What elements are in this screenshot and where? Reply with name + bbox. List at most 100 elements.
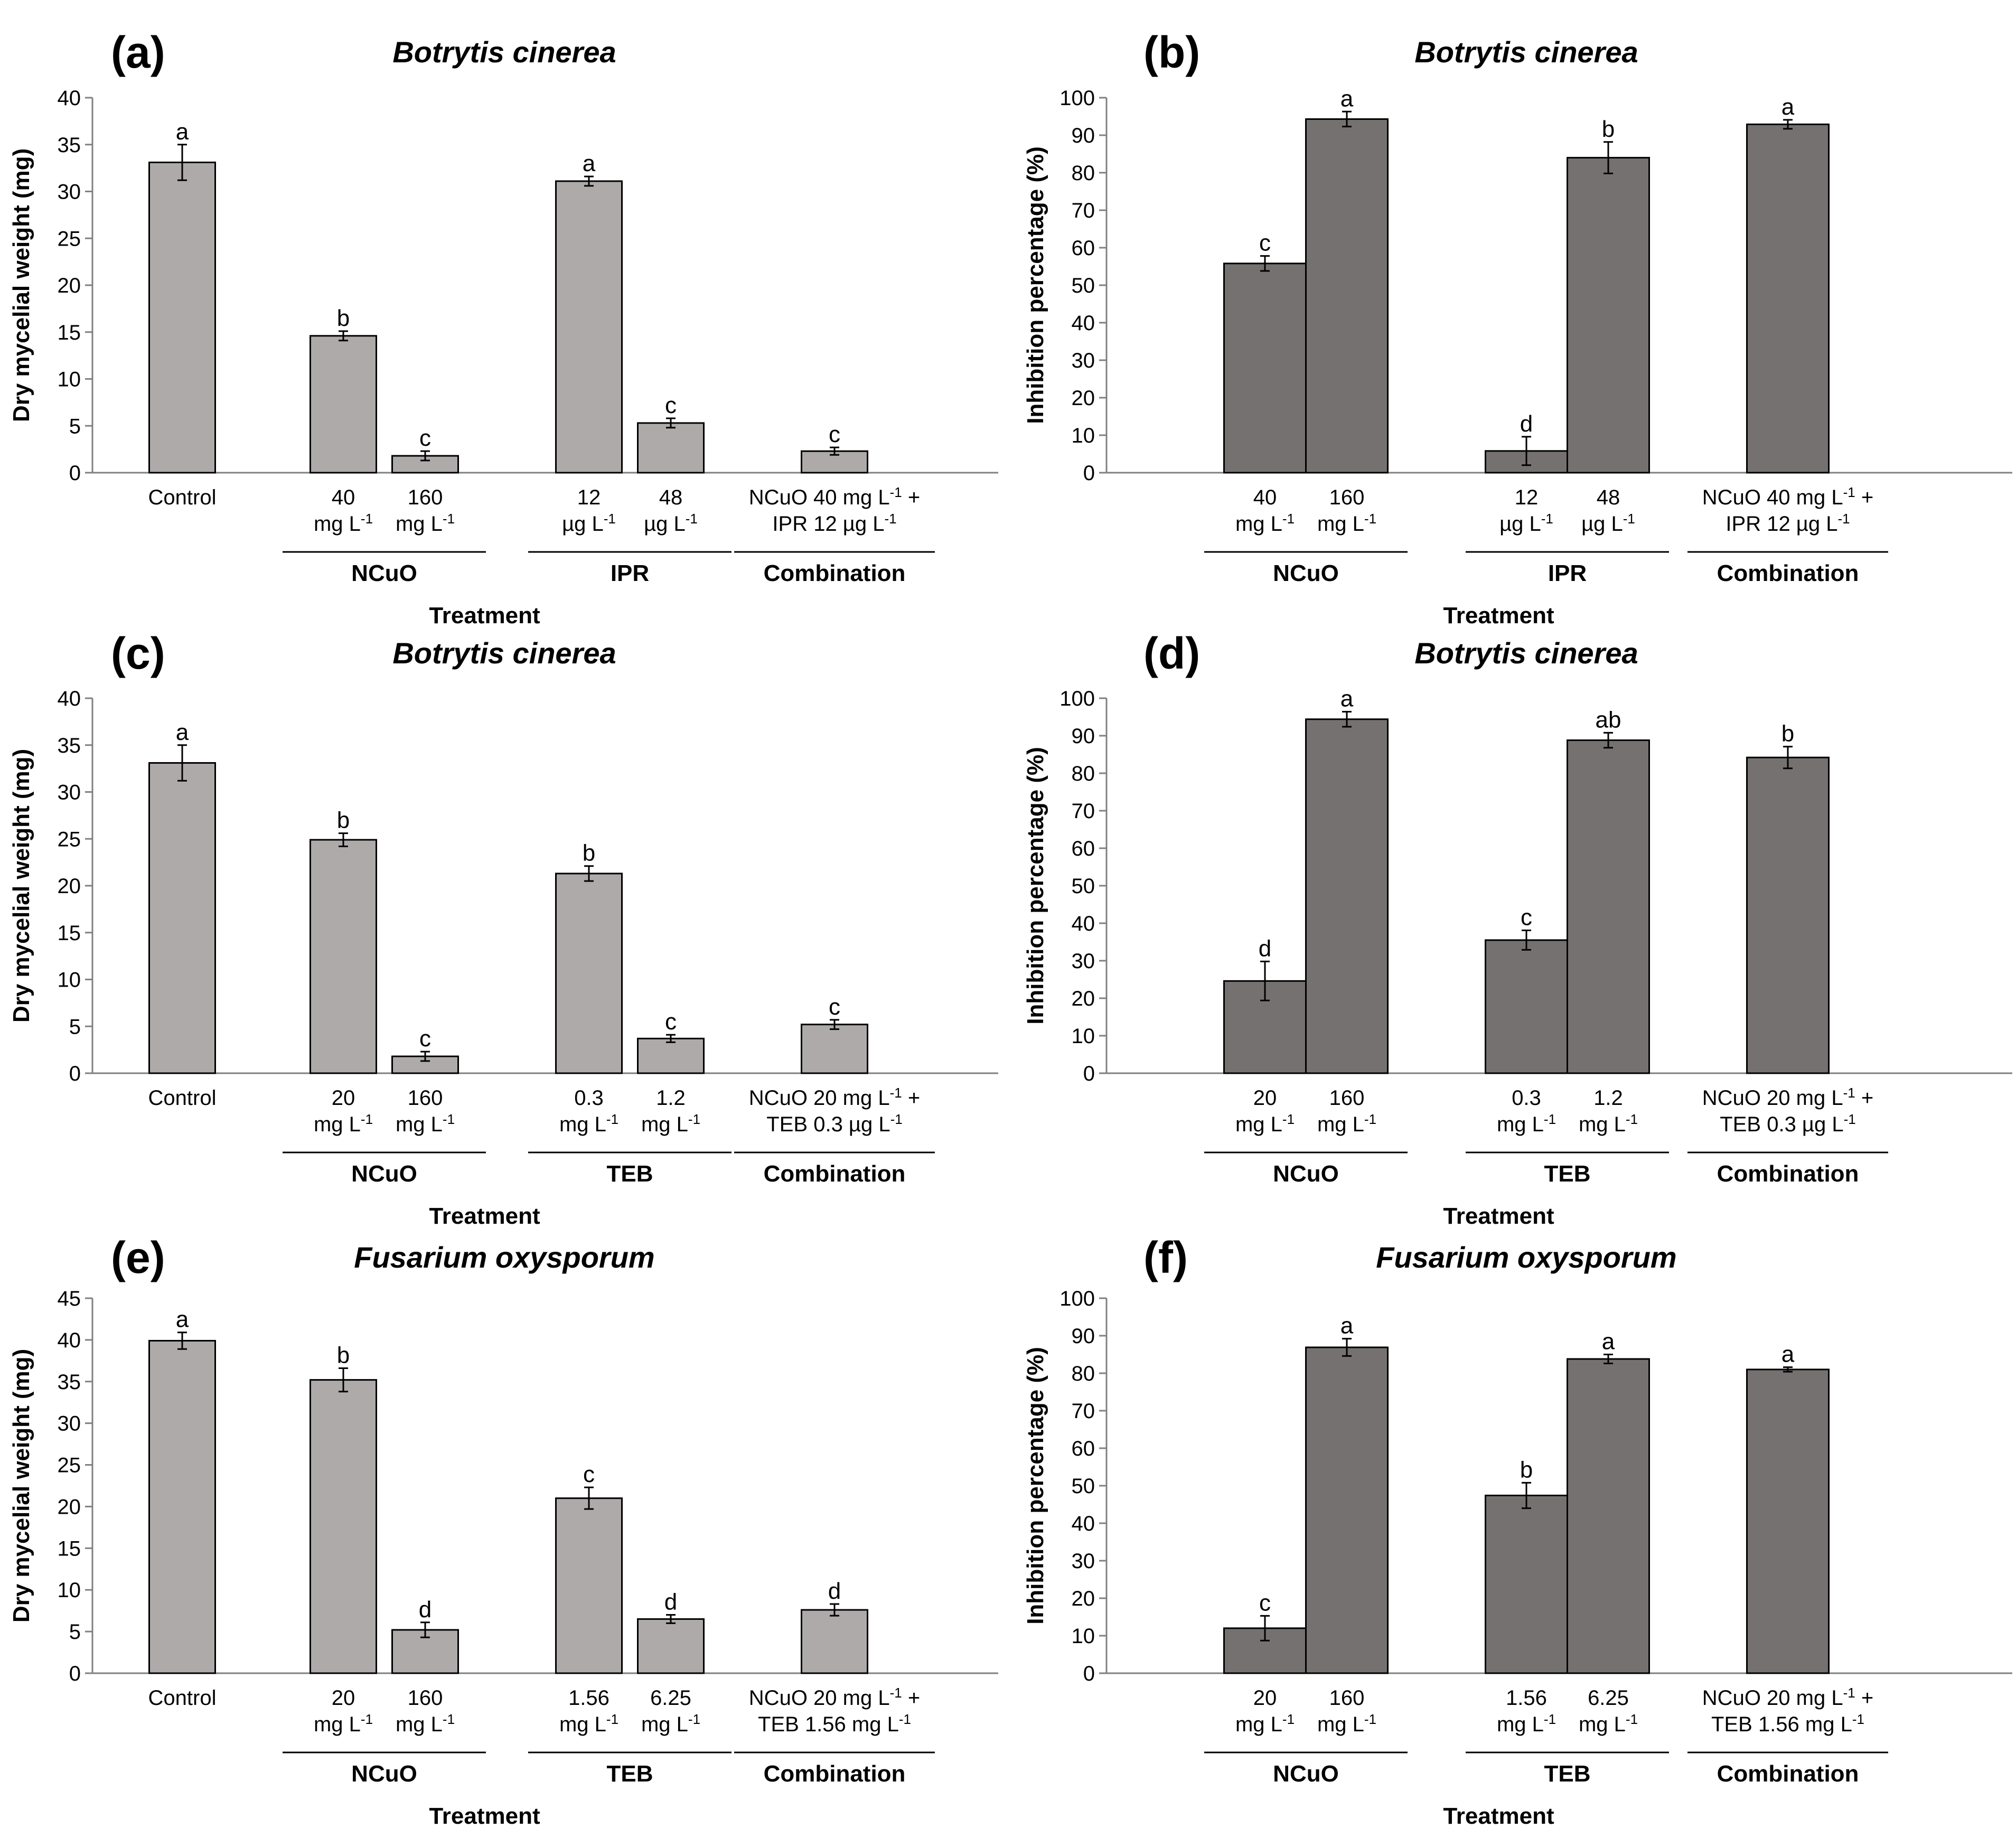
superscript: -1 [899, 1711, 911, 1727]
y-axis-title: Inhibition percentage (%) [1023, 1347, 1048, 1625]
category-label-text: mg L [396, 1113, 443, 1136]
category-label: Control [148, 1686, 217, 1710]
category-label: 40 [1253, 486, 1277, 509]
superscript: -1 [1364, 1711, 1376, 1727]
category-label: µg L-1 [1499, 511, 1553, 536]
significance-letter: a [1340, 1313, 1354, 1339]
bar [555, 1497, 623, 1674]
bar [1485, 939, 1568, 1074]
superscript: -1 [688, 1711, 700, 1727]
category-label-text: IPR 12 µg L [772, 512, 884, 536]
y-tick-label: 30 [58, 1412, 81, 1436]
y-tick-label: 25 [58, 828, 81, 851]
category-label-text: NCuO 20 mg L [1702, 1086, 1843, 1110]
superscript: -1 [606, 1111, 618, 1127]
category-label-text: 12 [577, 486, 601, 509]
group-label: NCuO [351, 560, 417, 586]
chart-panel-b: (b) Botrytis cinerea 0 10 20 30 40 50 60 70 80 90 10… [1023, 27, 2012, 629]
category-label: NCuO 40 mg L-1 + [1702, 484, 1873, 509]
category-label-text: mg L [1497, 1713, 1544, 1736]
category-label: NCuO 20 mg L-1 + [749, 1085, 920, 1110]
category-label: 160 [408, 1086, 443, 1110]
category-label: 160 [1329, 1086, 1365, 1110]
group-label: IPR [1548, 560, 1587, 586]
y-tick-label: 20 [58, 1495, 81, 1518]
chart-title: Botrytis cinerea [1414, 636, 1638, 670]
y-tick-label: 40 [58, 1329, 81, 1352]
superscript: -1 [1544, 1711, 1556, 1727]
y-tick-label: 80 [1072, 1362, 1095, 1385]
panel-tag: (d) [1143, 629, 1200, 678]
category-label-text: 160 [1329, 1686, 1365, 1710]
category-label: NCuO 40 mg L-1 + [749, 484, 920, 509]
bar [1567, 1358, 1650, 1674]
significance-letter: b [337, 808, 350, 833]
category-label: 20 [1253, 1086, 1277, 1110]
y-tick-label: 60 [1072, 1437, 1095, 1460]
y-tick-label: 35 [58, 734, 81, 757]
significance-letter: b [337, 305, 350, 331]
y-tick-label: 80 [1072, 162, 1095, 185]
superscript: -1 [686, 511, 698, 527]
y-tick-label: 30 [1072, 950, 1095, 973]
superscript: -1 [443, 511, 455, 527]
category-label: 1.56 [1506, 1686, 1547, 1710]
y-axis-title: Dry mycelial weight (mg) [8, 749, 34, 1023]
category-label-text: Control [148, 486, 217, 509]
group-label: Combination [764, 1761, 906, 1787]
y-tick-label: 5 [69, 1620, 81, 1644]
superscript: -1 [1843, 1085, 1855, 1101]
category-label: mg L-1 [1317, 1711, 1376, 1736]
y-tick-label: 25 [58, 227, 81, 250]
category-label: 48 [1597, 486, 1620, 509]
category-label: TEB 0.3 µg L-1 [766, 1111, 902, 1136]
bar [1746, 1368, 1830, 1674]
category-label-suffix: + [1855, 486, 1873, 509]
bar [310, 1379, 377, 1674]
significance-letter: d [419, 1597, 432, 1623]
category-label: mg L-1 [1497, 1711, 1556, 1736]
y-tick-label: 40 [58, 687, 81, 710]
y-tick-label: 60 [1072, 837, 1095, 860]
significance-letter: a [583, 151, 596, 176]
category-label-text: mg L [314, 1113, 361, 1136]
category-label-suffix: + [902, 1686, 920, 1710]
category-label: mg L-1 [1235, 1111, 1295, 1136]
group-label: TEB [607, 1161, 653, 1187]
x-axis-title: Treatment [429, 1803, 540, 1829]
category-label-text: mg L [1317, 1113, 1364, 1136]
category-label: NCuO 20 mg L-1 + [1702, 1085, 1873, 1110]
y-tick-label: 80 [1072, 762, 1095, 785]
category-label-text: mg L [1235, 1113, 1282, 1136]
category-label-text: 20 [332, 1686, 355, 1710]
chart-title: Botrytis cinerea [392, 35, 616, 69]
y-tick-label: 50 [1072, 1475, 1095, 1498]
significance-letter: a [1340, 86, 1354, 111]
category-label-text: NCuO 20 mg L [1702, 1686, 1843, 1710]
chart-panel-e: (e) Fusarium oxysporum 0 5 10 15 20 25 30 35 40 45 D… [8, 1233, 998, 1829]
chart-title: Fusarium oxysporum [354, 1241, 654, 1274]
superscript: -1 [1623, 511, 1635, 527]
y-tick-label: 60 [1072, 237, 1095, 260]
bar [801, 1609, 868, 1674]
panel-tag: (f) [1143, 1233, 1188, 1282]
group-label: NCuO [1273, 1161, 1339, 1187]
category-label: mg L-1 [396, 1111, 455, 1136]
superscript: -1 [361, 1711, 373, 1727]
bar [637, 1618, 705, 1674]
y-tick-label: 10 [58, 969, 81, 992]
y-tick-label: 30 [58, 181, 81, 204]
chart-title: Fusarium oxysporum [1376, 1241, 1676, 1274]
significance-letter: c [665, 392, 677, 418]
significance-letter: c [419, 1026, 431, 1052]
category-label-text: mg L [559, 1713, 606, 1736]
y-tick-label: 100 [1059, 87, 1095, 110]
group-label: TEB [1544, 1761, 1591, 1787]
x-axis-title: Treatment [1443, 1203, 1554, 1229]
bar [801, 1024, 868, 1074]
category-label-text: IPR 12 µg L [1726, 512, 1837, 536]
category-label: IPR 12 µg L-1 [772, 511, 896, 536]
significance-letter: b [1781, 721, 1794, 747]
category-label: TEB 1.56 mg L-1 [758, 1711, 911, 1736]
category-label-text: mg L [1317, 512, 1364, 536]
